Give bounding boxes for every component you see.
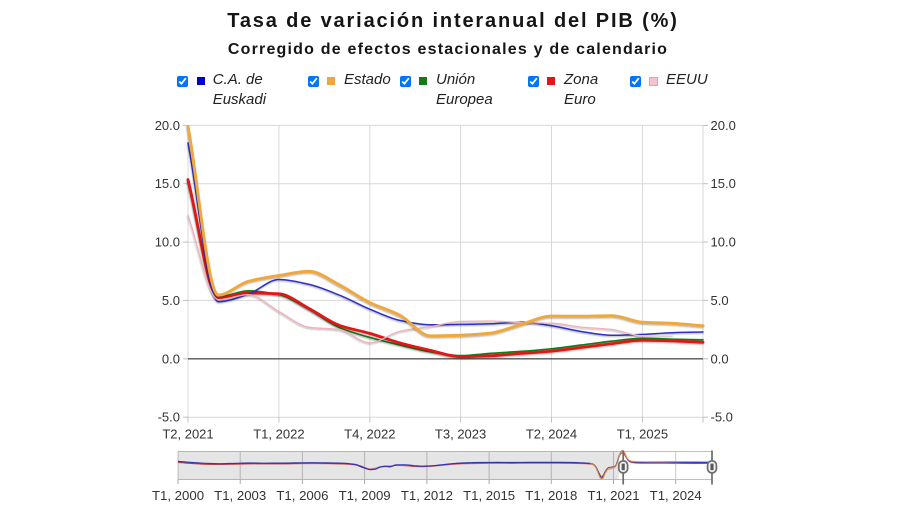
svg-text:15.0: 15.0 (155, 176, 180, 191)
svg-text:15.0: 15.0 (711, 176, 736, 191)
svg-text:T2, 2021: T2, 2021 (162, 427, 213, 442)
svg-text:20.0: 20.0 (155, 118, 180, 133)
svg-text:T1, 2006: T1, 2006 (276, 488, 328, 503)
svg-text:T1, 2015: T1, 2015 (463, 488, 515, 503)
svg-text:20.0: 20.0 (711, 118, 736, 133)
svg-text:0.0: 0.0 (711, 351, 729, 366)
svg-text:T2, 2024: T2, 2024 (526, 427, 577, 442)
svg-text:T4, 2022: T4, 2022 (344, 427, 395, 442)
svg-text:T1, 2022: T1, 2022 (253, 427, 304, 442)
svg-text:T3, 2023: T3, 2023 (435, 427, 486, 442)
svg-text:T1, 2018: T1, 2018 (525, 488, 577, 503)
svg-text:0.0: 0.0 (162, 351, 180, 366)
svg-text:T1, 2021: T1, 2021 (587, 488, 639, 503)
svg-text:5.0: 5.0 (162, 293, 180, 308)
svg-text:T1, 2003: T1, 2003 (214, 488, 266, 503)
svg-text:T1, 2024: T1, 2024 (650, 488, 702, 503)
svg-text:T1, 2009: T1, 2009 (339, 488, 391, 503)
svg-text:T1, 2000: T1, 2000 (152, 488, 204, 503)
svg-text:T1, 2012: T1, 2012 (401, 488, 453, 503)
svg-text:5.0: 5.0 (711, 293, 729, 308)
svg-text:-5.0: -5.0 (158, 410, 180, 425)
svg-text:-5.0: -5.0 (711, 410, 733, 425)
svg-text:T1, 2025: T1, 2025 (617, 427, 668, 442)
svg-text:10.0: 10.0 (711, 235, 736, 250)
svg-text:10.0: 10.0 (155, 235, 180, 250)
